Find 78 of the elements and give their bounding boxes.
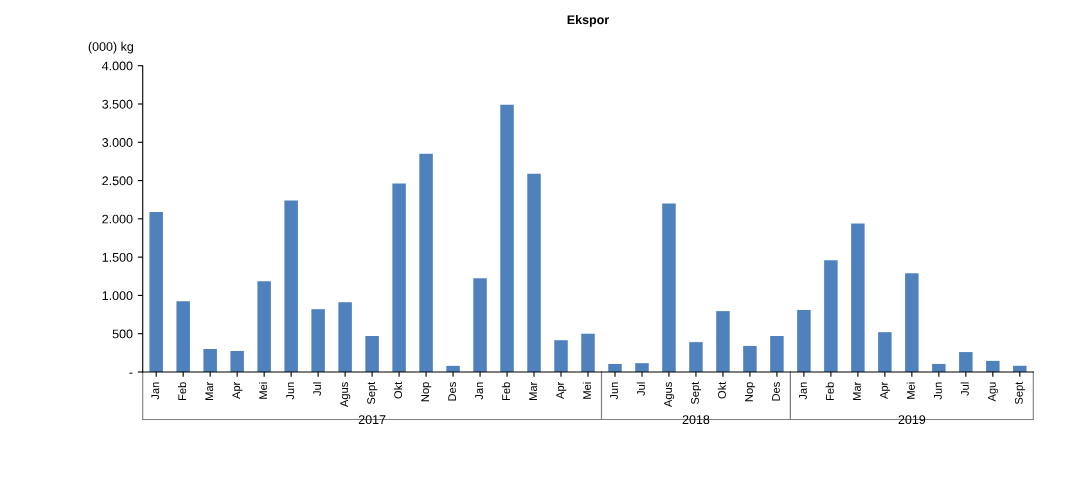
x-tick-label: Jun [934,382,942,400]
bar [716,311,730,372]
bar [338,302,352,372]
x-tick-label: Nop [421,382,432,402]
x-tick-label: Agus [664,382,675,408]
bar [986,360,1000,372]
x-tick-label: Apr [880,381,891,399]
bar [527,173,541,372]
y-tick-label: 3.500 [102,99,133,109]
x-tick-label: Okt [393,381,403,399]
bar [365,335,379,372]
x-tick-label: Jul [636,382,645,396]
x-tick-label: Feb [825,382,834,400]
y-tick-label: 3.000 [102,138,133,147]
x-tick-label: Okt [717,381,726,399]
x-tick-label: Mar [529,381,538,400]
x-tick-label: Apr [556,381,567,399]
x-tick-label: Feb [501,382,511,400]
bar [689,342,703,372]
x-tick-label: Des [448,382,457,401]
x-tick-label: Agu [988,382,998,402]
bar [257,281,271,372]
x-tick-label: Apr [232,381,243,399]
bar [230,350,244,372]
bar [608,363,622,372]
bar [554,340,568,372]
text: 2017 [358,415,386,425]
bar [662,203,676,372]
bar [905,273,919,372]
bar [635,363,649,372]
x-tick-label: Sept [1014,381,1025,405]
x-tick-label: Mei [258,382,268,399]
y-tick-label: 4.000 [102,61,133,71]
x-tick-label: Sept [691,381,702,405]
bar [878,332,892,372]
x-tick-label: Jul [960,382,969,396]
x-tick-label: Jun [610,382,618,400]
bar [581,333,595,372]
y-tick-label: 2.500 [102,176,133,186]
x-tick-label: Sept [367,381,378,405]
x-tick-label: Jul [312,382,322,396]
bar [284,200,298,372]
x-tick-label: Des [772,382,780,401]
text: 2018 [682,415,710,425]
bar [824,260,838,372]
bar [203,349,217,372]
y-tick-label: 500 [112,329,133,339]
bar [959,352,973,372]
x-tick-label: Mar [205,381,214,400]
bar [770,335,784,372]
text: 2019 [898,415,926,425]
bar [176,301,190,372]
x-tick-label: Agus [340,382,351,408]
bar [473,278,487,372]
x-tick-label: Mar [853,381,861,400]
y-tick-label: - [129,372,133,374]
x-tick-label: Jan [151,382,160,400]
bar [797,309,811,372]
bar [419,153,433,372]
x-tick-label: Mei [582,382,591,399]
bar [311,309,325,372]
bar [932,363,946,372]
bar [743,345,757,372]
bar [149,211,163,372]
x-tick-label: Jan [475,382,484,400]
y-tick-label: 2.000 [102,214,133,224]
y-axis-title: (000) kg [88,41,133,54]
x-tick-label: Mei [906,382,915,399]
x-tick-label: Nop [745,382,756,402]
x-tick-label: Feb [178,382,187,400]
bar [392,183,406,372]
x-tick-label: Jun [286,382,295,400]
y-tick-label: 1.000 [102,291,133,301]
bar [500,104,514,372]
x-tick-label: Jan [799,382,807,400]
bar [851,223,865,372]
chart-title: Ekspor [567,14,609,27]
y-tick-label: 1.500 [102,252,133,262]
